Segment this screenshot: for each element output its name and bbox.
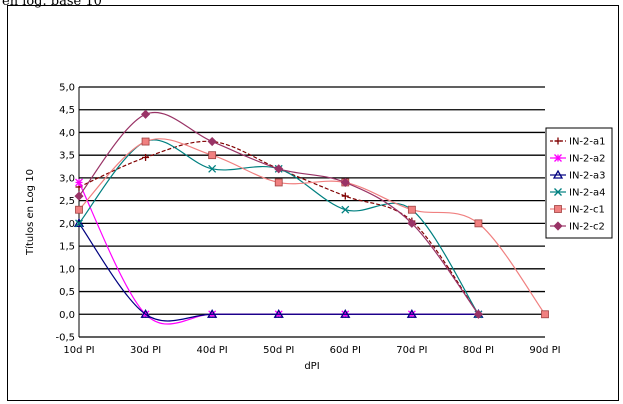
y-tick-label: 1,5 xyxy=(59,242,75,253)
series-IN-2-c2 xyxy=(74,109,483,319)
y-tick-label: 2,5 xyxy=(59,196,75,207)
y-tick-label: 4,5 xyxy=(59,105,75,116)
legend-marker xyxy=(554,188,562,196)
y-tick-label: 0,0 xyxy=(59,310,75,321)
x-tick-label: 60d PI xyxy=(330,345,361,356)
chart-caption: en log. base 10 xyxy=(2,0,102,9)
grid-lines xyxy=(78,86,545,338)
legend-item: IN-2-a4 xyxy=(550,188,606,199)
legend-item: IN-2-a1 xyxy=(550,137,606,148)
legend-item: IN-2-c2 xyxy=(550,221,605,233)
x-tick-label: 40d PI xyxy=(197,345,228,356)
data-point xyxy=(208,151,217,160)
data-point xyxy=(541,310,549,319)
legend-item: IN-2-a3 xyxy=(550,169,606,182)
legend-marker xyxy=(554,137,562,145)
data-point xyxy=(407,218,417,228)
y-tick-label: 4,0 xyxy=(59,128,75,139)
legend: IN-2-a1 IN-2-a2 IN-2-a3 IN-2-a4 IN-2-c1 IN-2-… xyxy=(545,127,613,239)
y-tick-label: -0,5 xyxy=(55,333,75,344)
chart-frame xyxy=(7,5,619,401)
data-point xyxy=(73,218,85,228)
x-tick-label: 50d PI xyxy=(263,345,294,356)
legend-item: IN-2-c1 xyxy=(550,205,605,216)
legend-box xyxy=(545,127,613,239)
data-point xyxy=(141,109,151,119)
y-axis-label: Títulos en Log 10 xyxy=(24,169,36,256)
legend-label: IN-2-a1 xyxy=(569,137,606,148)
x-tick-label: 90d PI xyxy=(529,345,560,356)
data-point xyxy=(207,136,217,147)
y-tick-label: 5,0 xyxy=(59,83,75,94)
y-tick-label: 2,0 xyxy=(59,219,75,230)
series-line xyxy=(78,182,479,325)
y-tick-label: 0,5 xyxy=(59,287,75,298)
data-point xyxy=(141,137,150,146)
y-tick-label: 1,0 xyxy=(59,264,75,275)
legend-label: IN-2-a3 xyxy=(569,171,606,182)
legend-item: IN-2-a2 xyxy=(550,154,606,165)
series-line xyxy=(78,223,479,322)
data-point xyxy=(273,308,284,318)
y-tick-label: 3,5 xyxy=(59,151,75,162)
data-point xyxy=(274,164,284,174)
series-IN-2-c1 xyxy=(75,137,549,319)
legend-label: IN-2-c2 xyxy=(569,222,605,233)
data-point xyxy=(75,178,83,187)
x-tick-labels: 10d PI 30d PI 40d PI 50d PI 60d PI 70d PI 80d … xyxy=(63,345,560,356)
data-point xyxy=(142,153,150,161)
legend-label: IN-2-a4 xyxy=(569,188,606,199)
data-point xyxy=(340,177,350,188)
legend-marker xyxy=(554,154,562,162)
x-tick-label: 10d PI xyxy=(63,345,94,356)
data-point xyxy=(407,205,416,214)
data-point xyxy=(406,308,417,318)
x-tick-label: 70d PI xyxy=(396,345,427,356)
legend-label: IN-2-a2 xyxy=(569,154,606,165)
y-tick-label: 3,0 xyxy=(59,173,75,184)
data-point xyxy=(207,308,218,318)
legend-marker xyxy=(554,205,562,213)
series-lines xyxy=(73,109,549,325)
y-tick-labels: -0,5 0,0 0,5 1,0 1,5 2,0 2,5 3,0 3,5 4,0 4,5 5,0 xyxy=(55,83,75,344)
x-axis-label: dPI xyxy=(304,361,319,372)
series-IN-2-a3 xyxy=(73,218,484,322)
legend-marker xyxy=(553,221,563,231)
data-point xyxy=(341,205,350,214)
data-point xyxy=(341,192,349,200)
data-point xyxy=(75,205,83,214)
data-point xyxy=(208,164,217,173)
data-point xyxy=(75,219,83,228)
legend-label: IN-2-c1 xyxy=(569,205,605,216)
x-tick-label: 30d PI xyxy=(130,345,161,356)
data-point xyxy=(474,219,483,228)
data-point xyxy=(340,308,351,318)
data-point xyxy=(274,178,283,187)
data-point xyxy=(140,308,151,318)
series-line xyxy=(78,111,479,315)
x-tick-label: 80d PI xyxy=(463,345,494,356)
data-point xyxy=(74,191,84,201)
legend-marker xyxy=(552,169,564,179)
data-point xyxy=(473,309,483,319)
